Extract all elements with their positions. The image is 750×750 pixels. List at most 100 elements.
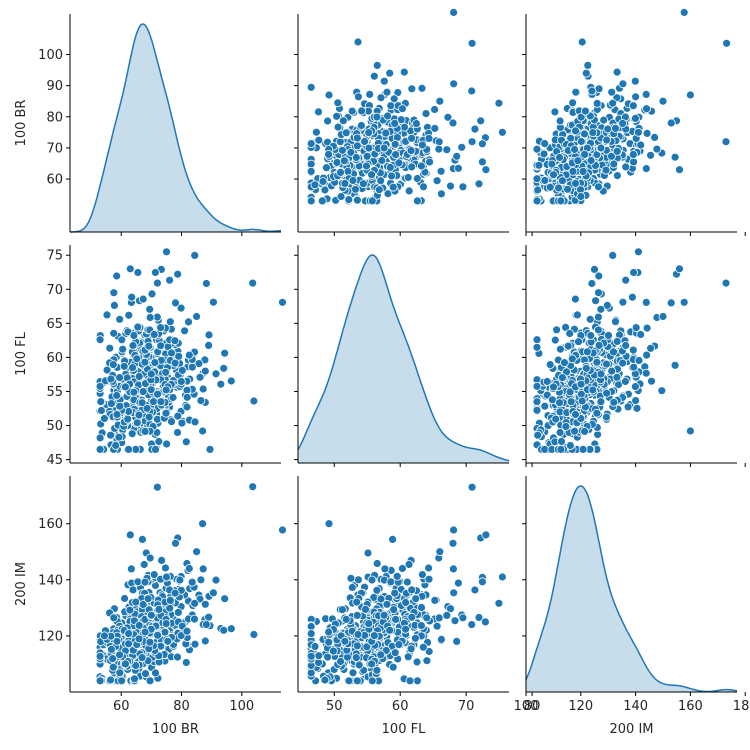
- scatter-point: [376, 650, 386, 660]
- scatter-point: [621, 275, 631, 285]
- scatter-point: [160, 627, 170, 637]
- scatter-point: [481, 165, 491, 175]
- scatter-point: [642, 104, 651, 114]
- scatter-point: [533, 430, 543, 440]
- scatter-point: [618, 358, 627, 368]
- scatter-point: [364, 128, 374, 138]
- scatter-point: [379, 610, 389, 620]
- scatter-point: [336, 167, 345, 177]
- scatter-point: [381, 128, 391, 138]
- scatter-point: [357, 106, 367, 116]
- scatter-point: [474, 179, 484, 189]
- x-axis-label-100-br: 100 BR: [152, 722, 199, 737]
- scatter-point: [165, 275, 175, 285]
- scatter-point: [494, 98, 504, 108]
- scatter-point: [156, 341, 166, 351]
- scatter-point: [623, 402, 633, 412]
- scatter-point: [348, 176, 358, 185]
- scatter-point: [404, 560, 414, 569]
- scatter-point: [176, 377, 186, 386]
- scatter-point: [446, 604, 455, 614]
- scatter-point: [112, 271, 122, 281]
- scatter-point: [328, 646, 338, 656]
- scatter-point: [666, 298, 676, 308]
- y-tick-label: 80: [46, 110, 63, 125]
- scatter-point: [198, 519, 208, 529]
- scatter-point: [118, 344, 128, 354]
- scatter-point: [576, 192, 586, 201]
- scatter-point: [306, 629, 316, 638]
- scatter-point: [573, 310, 582, 320]
- scatter-point: [555, 428, 565, 437]
- y-axis-label-200-im: 200 IM: [14, 562, 29, 606]
- scatter-point: [157, 556, 167, 565]
- scatter-point: [128, 341, 138, 350]
- scatter-point: [563, 341, 573, 351]
- scatter-point: [161, 408, 171, 418]
- scatter-point: [198, 564, 208, 574]
- scatter-point: [412, 174, 422, 183]
- scatter-point: [114, 432, 124, 442]
- scatter-point: [549, 170, 558, 180]
- scatter-point: [424, 563, 434, 573]
- scatter-point: [358, 179, 368, 189]
- scatter-point: [144, 341, 154, 351]
- scatter-point: [117, 676, 126, 686]
- scatter-point: [306, 166, 316, 176]
- scatter-point: [310, 642, 320, 651]
- scatter-point: [347, 106, 357, 116]
- scatter-point: [586, 331, 596, 340]
- scatter-point: [497, 572, 507, 582]
- scatter-point: [449, 7, 459, 17]
- scatter-point: [467, 482, 477, 492]
- scatter-point: [149, 570, 159, 579]
- scatter-point: [367, 659, 377, 669]
- scatter-point: [134, 372, 144, 381]
- scatter-point: [165, 317, 175, 327]
- scatter-point: [670, 152, 680, 162]
- scatter-point: [336, 192, 346, 201]
- scatter-point: [590, 264, 599, 274]
- scatter-point: [119, 361, 129, 371]
- scatter-point: [552, 325, 561, 335]
- scatter-point: [646, 343, 655, 353]
- scatter-point: [452, 637, 462, 646]
- scatter-point: [170, 336, 180, 346]
- scatter-point: [184, 564, 194, 573]
- scatter-point: [109, 288, 119, 298]
- scatter-point: [115, 373, 124, 383]
- scatter-point: [146, 385, 156, 395]
- scatter-point: [425, 157, 435, 167]
- scatter-point: [184, 317, 193, 327]
- scatter-point: [434, 144, 444, 154]
- scatter-point: [594, 325, 603, 335]
- scatter-point: [142, 403, 152, 413]
- scatter-point: [306, 651, 316, 661]
- scatter-point: [467, 38, 477, 48]
- scatter-point: [721, 137, 731, 147]
- scatter-point: [477, 577, 487, 587]
- scatter-point: [249, 396, 259, 406]
- scatter-point: [631, 92, 640, 102]
- scatter-point: [542, 377, 552, 386]
- scatter-point: [111, 441, 121, 450]
- scatter-point: [161, 563, 170, 573]
- scatter-point: [432, 176, 442, 186]
- scatter-point: [137, 398, 147, 408]
- scatter-point: [372, 665, 382, 675]
- scatter-point: [453, 578, 463, 588]
- scatter-point: [124, 639, 134, 649]
- y-tick-label: 65: [46, 317, 63, 332]
- scatter-point: [248, 482, 258, 492]
- scatter-point: [367, 170, 377, 180]
- scatter-point: [347, 583, 357, 592]
- scatter-point: [190, 614, 199, 624]
- scatter-point: [474, 613, 484, 622]
- scatter-point: [388, 535, 398, 544]
- scatter-point: [477, 139, 487, 149]
- scatter-point: [587, 279, 597, 288]
- y-tick-label: 75: [46, 249, 63, 264]
- scatter-point: [220, 594, 230, 604]
- scatter-point: [306, 196, 316, 206]
- scatter-point: [647, 376, 656, 386]
